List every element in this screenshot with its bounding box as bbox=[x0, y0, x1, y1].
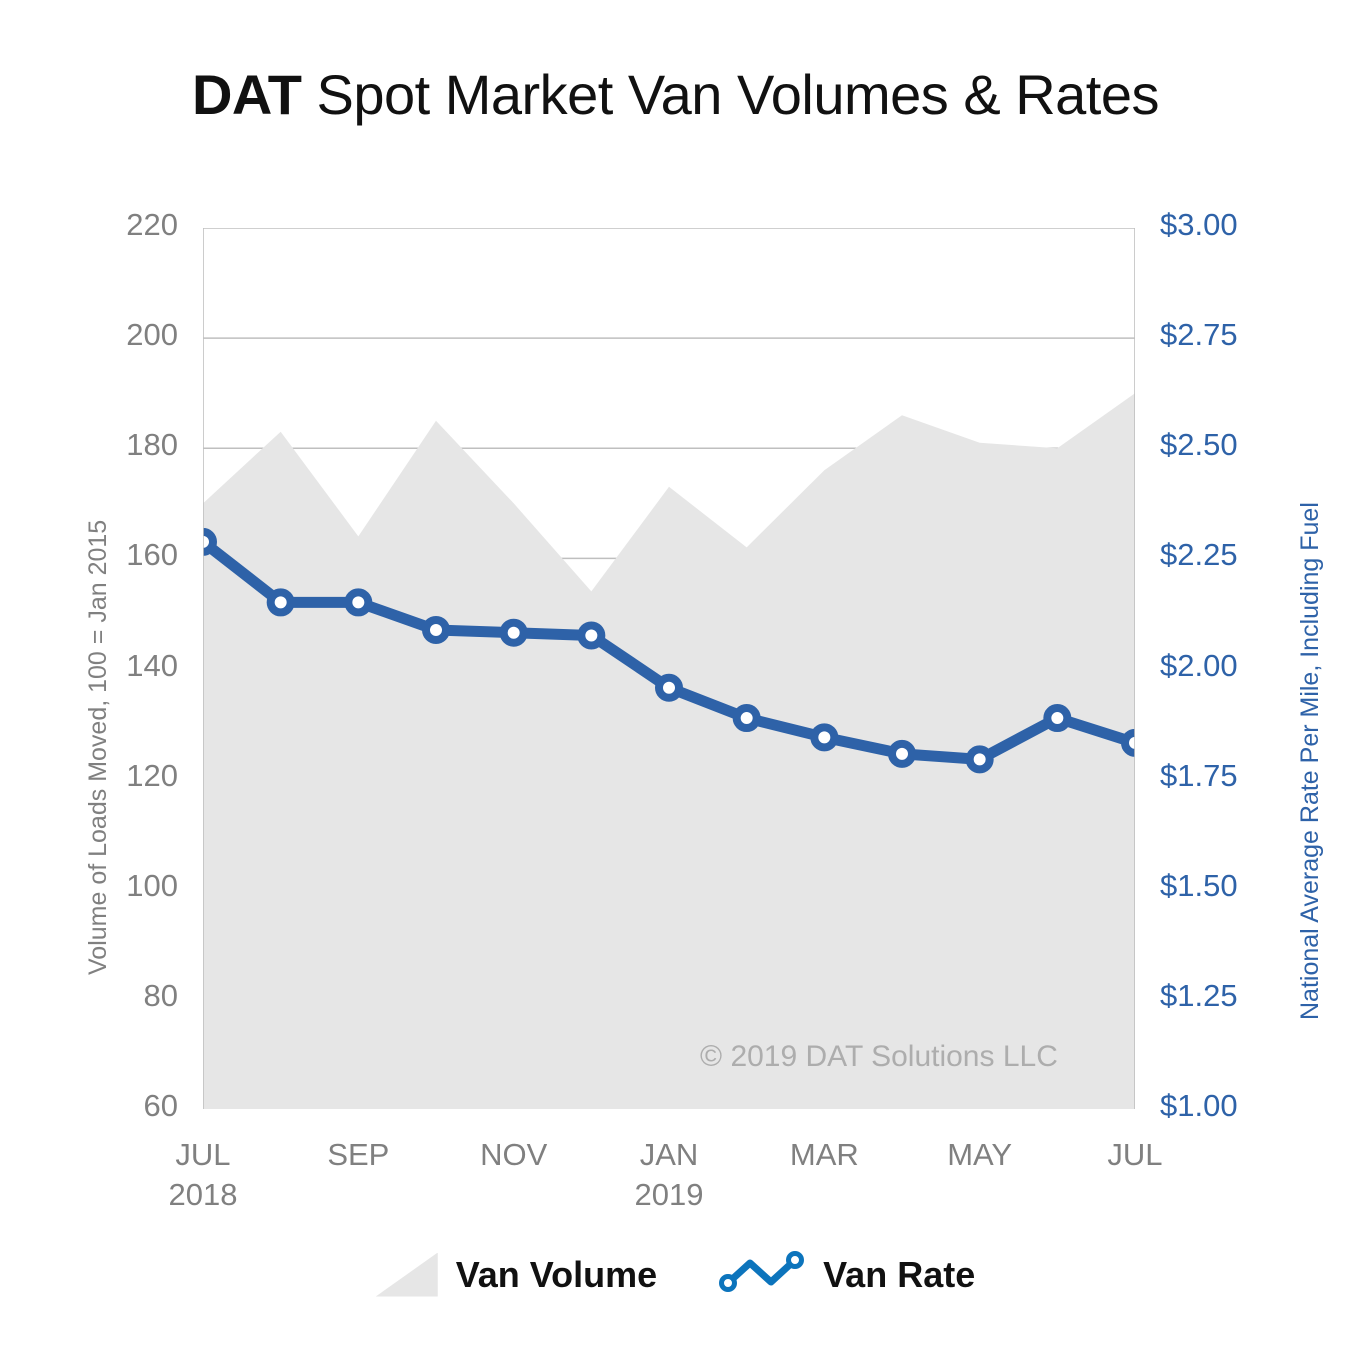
x-axis-tick-label: JUL bbox=[1065, 1137, 1205, 1173]
left-axis-title: Volume of Loads Moved, 100 = Jan 2015 bbox=[84, 519, 112, 975]
x-tick-year: 2018 bbox=[168, 1177, 238, 1212]
area-swatch-icon bbox=[375, 1252, 438, 1297]
right-axis-tick-label: $1.75 bbox=[1160, 757, 1238, 793]
data-point-marker bbox=[888, 739, 916, 768]
x-tick-month: MAY bbox=[947, 1137, 1013, 1172]
right-axis-tick-label: $1.25 bbox=[1160, 977, 1238, 1013]
right-axis-tick-label: $1.50 bbox=[1160, 867, 1238, 903]
left-axis-tick-label: 100 bbox=[126, 867, 178, 903]
plot-area bbox=[203, 228, 1135, 1109]
x-tick-month: SEP bbox=[327, 1137, 390, 1172]
copyright-watermark: © 2019 DAT Solutions LLC bbox=[700, 1040, 1058, 1073]
legend-item-van-rate[interactable]: Van Rate bbox=[719, 1250, 975, 1299]
data-point-marker bbox=[422, 615, 450, 644]
x-tick-month: JAN bbox=[639, 1137, 699, 1172]
x-tick-month: JUL bbox=[1107, 1137, 1163, 1172]
right-axis-tick-label: $2.50 bbox=[1160, 427, 1238, 463]
right-axis-title: National Average Rate Per Mile, Includin… bbox=[1296, 502, 1324, 1020]
line-swatch-icon bbox=[719, 1250, 805, 1299]
legend-label-van-rate: Van Rate bbox=[823, 1253, 976, 1295]
x-axis-tick-label: SEP bbox=[288, 1137, 428, 1173]
left-axis-tick-label: 120 bbox=[126, 757, 178, 793]
data-point-marker bbox=[732, 704, 761, 733]
data-point-marker bbox=[499, 618, 528, 647]
left-axis-tick-label: 60 bbox=[143, 1088, 178, 1123]
data-point-marker bbox=[344, 588, 373, 617]
x-tick-month: MAR bbox=[789, 1137, 859, 1172]
plot-svg bbox=[203, 228, 1135, 1109]
data-point-marker bbox=[965, 745, 994, 774]
van-rate-line bbox=[203, 527, 1135, 774]
left-axis-tick-label: 200 bbox=[126, 317, 178, 353]
title-rest: Spot Market Van Volumes & Rates bbox=[301, 63, 1160, 126]
right-axis-tick-label: $2.25 bbox=[1160, 537, 1238, 573]
data-point-marker bbox=[577, 621, 606, 650]
data-point-marker bbox=[810, 723, 839, 752]
x-tick-year: 2019 bbox=[634, 1177, 704, 1212]
data-point-marker bbox=[266, 588, 295, 617]
van-volume-area bbox=[203, 393, 1135, 1109]
title-brand: DAT bbox=[191, 63, 302, 126]
x-axis-tick-label: JUL 2018 bbox=[133, 1137, 273, 1213]
right-axis-tick-label: $3.00 bbox=[1160, 207, 1238, 242]
left-axis-tick-label: 180 bbox=[126, 427, 178, 463]
right-axis-tick-label: $1.00 bbox=[1160, 1088, 1238, 1123]
x-axis-tick-label: MAR bbox=[754, 1137, 894, 1173]
left-axis-tick-label: 80 bbox=[143, 977, 178, 1013]
legend-item-van-volume[interactable]: Van Volume bbox=[375, 1252, 658, 1297]
x-axis-tick-label: JAN 2019 bbox=[599, 1137, 739, 1213]
x-tick-month: NOV bbox=[480, 1137, 548, 1172]
data-point-marker bbox=[203, 527, 217, 556]
data-point-marker bbox=[1043, 704, 1072, 733]
left-axis-tick-label: 140 bbox=[126, 647, 178, 683]
chart-legend: Van Volume Van Rate bbox=[0, 1250, 1351, 1299]
data-point-marker bbox=[1121, 728, 1135, 757]
data-point-marker bbox=[655, 673, 683, 702]
left-axis-tick-label: 160 bbox=[126, 537, 178, 573]
legend-label-van-volume: Van Volume bbox=[455, 1253, 658, 1295]
right-axis-tick-label: $2.00 bbox=[1160, 647, 1238, 683]
x-tick-month: JUL bbox=[175, 1137, 231, 1172]
left-axis-tick-label: 220 bbox=[126, 207, 178, 242]
page-title: DAT Spot Market Van Volumes & Rates bbox=[0, 62, 1351, 127]
x-axis-tick-label: MAY bbox=[910, 1137, 1050, 1173]
van-rate-markers bbox=[203, 527, 1135, 774]
x-axis-tick-label: NOV bbox=[444, 1137, 584, 1173]
right-axis-tick-label: $2.75 bbox=[1160, 317, 1238, 353]
